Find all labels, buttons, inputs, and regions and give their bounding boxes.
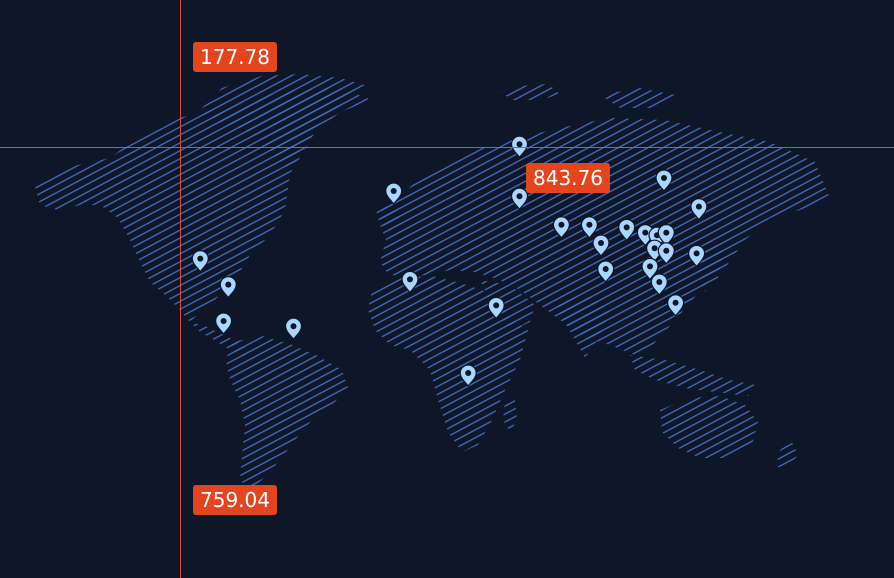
africa: [368, 276, 528, 452]
crosshair-horizontal-line: [0, 147, 894, 148]
crosshair-vertical-line: [180, 0, 181, 578]
greenland: [200, 74, 368, 170]
land-masses: [34, 74, 830, 490]
arabia: [480, 280, 535, 330]
map-pin-icon[interactable]: [215, 312, 233, 335]
map-pin-icon[interactable]: [592, 234, 610, 257]
map-pin-icon[interactable]: [401, 270, 419, 294]
map-pin-icon[interactable]: [510, 135, 529, 159]
location-markers: [191, 135, 708, 387]
map-pin-icon[interactable]: [219, 276, 237, 299]
new-zealand: [776, 442, 798, 470]
crosshair-top-label: 177.78: [193, 42, 277, 72]
map-pin-icon[interactable]: [650, 273, 668, 296]
australia: [660, 396, 758, 458]
map-pin-icon[interactable]: [666, 294, 685, 317]
map-pin-icon[interactable]: [690, 198, 708, 221]
map-pin-icon[interactable]: [641, 257, 659, 281]
arctic-islands-east: [600, 88, 680, 108]
crosshair-bottom-label: 759.04: [193, 485, 277, 515]
arctic-islands: [500, 84, 560, 100]
se-asia: [630, 355, 755, 396]
map-pin-icon[interactable]: [191, 250, 209, 273]
map-pin-icon[interactable]: [385, 182, 403, 205]
map-pin-icon[interactable]: [618, 218, 636, 242]
map-pin-icon[interactable]: [657, 242, 675, 265]
crosshair-right-label: 843.76: [526, 163, 610, 193]
map-pin-icon[interactable]: [636, 224, 654, 247]
map-pin-icon[interactable]: [487, 296, 505, 320]
map-pin-icon[interactable]: [657, 224, 675, 247]
map-pin-icon[interactable]: [580, 216, 599, 239]
map-pin-icon[interactable]: [687, 244, 706, 268]
north-america: [34, 88, 372, 322]
map-pin-icon[interactable]: [459, 364, 477, 387]
india: [555, 296, 610, 358]
madagascar: [503, 400, 517, 432]
map-pin-icon[interactable]: [552, 216, 571, 239]
map-pin-icon[interactable]: [284, 317, 303, 341]
map-pin-icon[interactable]: [510, 187, 529, 211]
uk-isles: [380, 204, 402, 230]
map-pin-icon[interactable]: [655, 169, 673, 192]
map-pin-icon[interactable]: [597, 260, 615, 283]
south-america: [226, 336, 348, 490]
